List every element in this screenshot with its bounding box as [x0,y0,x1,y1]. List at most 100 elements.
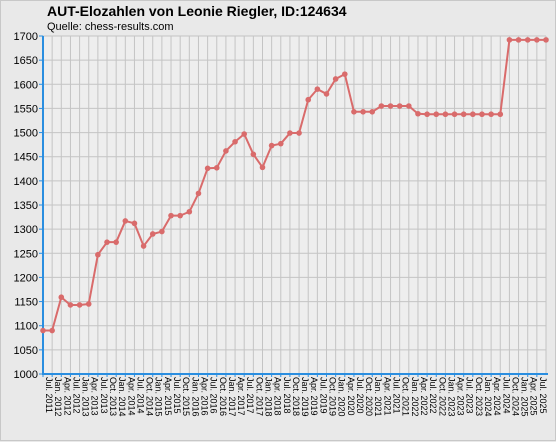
data-point [305,96,312,103]
data-point [296,130,302,136]
data-point [122,218,129,224]
data-point [387,103,394,109]
data-point [232,138,238,145]
data-point [433,111,440,118]
x-tick-label: Oct. 2020 [364,377,374,416]
x-tick-label: Oct. 2014 [145,377,155,416]
data-point [323,91,330,97]
x-tick-label: Apr. 2023 [456,377,466,416]
x-tick-label: Apr. 2016 [199,377,209,416]
data-point [159,228,165,235]
x-tick-label: Jan. 2015 [154,377,164,417]
x-tick-label: Jan. 2018 [263,377,273,417]
data-point [524,37,531,43]
data-point [186,208,193,215]
data-point [113,239,119,245]
chart-title: AUT-Elozahlen von Leonie Riegler, ID:124… [47,3,347,19]
data-point [424,111,430,118]
data-point [378,103,385,109]
data-point [314,86,321,92]
x-tick-label: Apr. 2022 [419,377,429,416]
data-point [287,130,293,136]
x-tick-label: Jan. 2016 [190,377,200,417]
x-tick-label: Apr. 2024 [492,377,502,416]
data-point [451,111,458,118]
x-tick-label: Oct. 2019 [328,377,338,416]
data-point [406,103,412,109]
data-point [168,212,174,219]
data-point [140,243,147,249]
y-tick-label: 1300 [14,224,38,236]
y-tick-label: 1550 [14,103,38,115]
y-tick-label: 1100 [14,321,38,333]
x-tick-label: Jul. 2015 [172,377,182,414]
y-tick-label: 1250 [14,248,38,260]
x-tick-label: Jan. 2023 [446,377,456,417]
data-point [223,148,229,154]
data-point [85,301,92,307]
x-tick-label: Jul. 2016 [209,377,219,414]
data-point [95,251,101,258]
x-tick-label: Jul. 2020 [355,377,365,414]
x-tick-label: Jul. 2012 [71,377,81,414]
x-tick-label: Apr. 2019 [309,377,319,416]
data-point [332,76,339,82]
x-tick-label: Apr. 2021 [382,377,392,416]
x-tick-label: Oct. 2021 [401,377,411,416]
x-tick-label: Jul. 2024 [501,377,511,414]
x-tick-label: Apr. 2020 [346,377,356,416]
data-point [534,37,540,43]
x-tick-label: Jan. 2017 [227,377,237,417]
x-tick-label: Jul. 2022 [428,377,438,414]
data-point [259,164,266,171]
x-tick-label: Apr. 2018 [273,377,283,416]
data-point [351,109,357,115]
x-tick-label: Jan. 2021 [373,377,383,417]
data-point [479,111,485,118]
x-tick-label: Jul. 2017 [245,377,255,414]
x-tick-label: Oct. 2015 [181,377,191,416]
data-point [497,111,504,118]
y-tick-label: 1050 [14,345,38,357]
y-tick-label: 1700 [14,31,38,43]
x-tick-label: Oct. 2016 [218,377,228,416]
y-tick-label: 1600 [14,79,38,91]
data-point [442,111,449,118]
x-tick-label: Apr. 2014 [126,377,136,416]
x-tick-label: Oct. 2024 [510,377,520,416]
data-point [40,327,46,334]
y-tick-label: 1000 [14,369,38,381]
x-tick-label: Apr. 2013 [90,377,100,416]
x-tick-label: Jan. 2020 [337,377,347,417]
data-point [360,109,366,115]
x-tick-label: Apr. 2017 [236,377,246,416]
x-tick-label: Oct. 2022 [437,377,447,416]
y-tick-label: 1650 [14,55,38,67]
x-tick-label: Apr. 2025 [529,377,539,416]
data-point [76,302,83,308]
data-point [104,239,110,245]
x-tick-label: Oct. 2018 [291,377,301,416]
data-point [506,37,513,43]
x-tick-label: Jul. 2021 [392,377,402,414]
y-tick-label: 1500 [14,128,38,140]
data-point [268,142,275,149]
data-point [460,111,467,118]
x-tick-label: Apr. 2015 [163,377,173,416]
data-point [49,327,55,334]
data-point [342,71,348,77]
x-tick-label: Jul. 2019 [318,377,328,414]
x-tick-label: Jan. 2022 [410,377,420,417]
data-point [67,302,74,308]
x-tick-label: Oct. 2013 [108,377,118,416]
x-tick-label: Jul. 2018 [282,377,292,414]
x-tick-label: Jan. 2013 [81,377,91,417]
data-point [149,231,156,237]
data-point [515,37,522,43]
data-point [250,151,257,158]
y-tick-label: 1350 [14,200,38,212]
y-tick-label: 1400 [14,176,38,188]
x-tick-label: Jul. 2014 [135,377,145,414]
